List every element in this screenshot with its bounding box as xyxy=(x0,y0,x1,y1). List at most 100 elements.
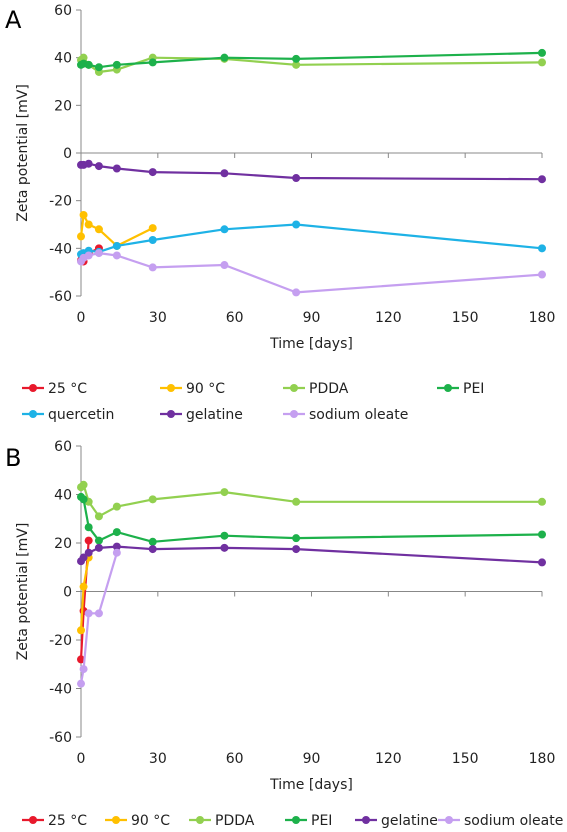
panel-letter: B xyxy=(5,444,21,472)
data-point-sodium-oleate xyxy=(292,288,301,297)
series-90-c xyxy=(77,210,157,250)
data-point-sodium-oleate xyxy=(84,609,93,618)
data-point-pdda xyxy=(148,495,157,504)
x-tick-label: 60 xyxy=(226,751,244,767)
data-point-pei xyxy=(112,60,121,69)
data-point-25-c xyxy=(84,536,93,545)
legend-item-gelatine: gelatine xyxy=(355,813,438,829)
x-tick-label: 90 xyxy=(303,751,321,767)
data-point-pei xyxy=(79,495,88,504)
data-point-gelatine xyxy=(148,168,157,177)
series-quercetin xyxy=(77,220,546,259)
legend-item-pdda: PDDA xyxy=(283,381,349,397)
legend-item-sodium-oleate: sodium oleate xyxy=(283,407,408,423)
legend-swatch-marker xyxy=(112,816,120,824)
y-tick-label: -20 xyxy=(49,194,72,210)
y-tick-label: -60 xyxy=(49,730,72,746)
y-tick-label: 40 xyxy=(54,51,72,67)
legend: 25 °C 90 °C PDDA PEI quercetin gelatine sodium… xyxy=(22,381,484,423)
series-gelatine xyxy=(77,542,546,567)
x-tick-label: 0 xyxy=(77,751,86,767)
data-point-pei xyxy=(538,530,546,539)
x-tick-label: 150 xyxy=(452,751,479,767)
series-sodium-oleate xyxy=(77,548,121,688)
data-point-sodium-oleate xyxy=(538,270,546,279)
series-line-pei xyxy=(80,496,543,543)
series-pdda xyxy=(77,53,546,76)
data-point-gelatine xyxy=(79,553,88,562)
data-point-gelatine xyxy=(538,558,546,567)
data-point-sodium-oleate xyxy=(112,548,121,557)
legend-label: 90 °C xyxy=(186,381,225,397)
data-point-gelatine xyxy=(94,162,103,171)
data-point-gelatine xyxy=(220,169,229,178)
data-point-90-c xyxy=(77,626,85,635)
data-point-pei xyxy=(84,523,93,532)
x-axis-label: Time [days] xyxy=(269,777,353,793)
y-tick-label: -20 xyxy=(49,633,72,649)
y-tick-label: 60 xyxy=(54,439,72,455)
data-point-gelatine xyxy=(148,545,157,554)
legend-label: sodium oleate xyxy=(464,813,563,829)
data-point-pdda xyxy=(292,497,301,506)
legend-swatch-marker xyxy=(29,384,37,392)
series-gelatine xyxy=(77,159,546,184)
legend-swatch-marker xyxy=(290,384,298,392)
legend-swatch-marker xyxy=(362,816,370,824)
data-point-pdda xyxy=(79,480,88,489)
data-point-gelatine xyxy=(292,174,301,183)
legend-swatch-marker xyxy=(292,816,300,824)
x-tick-label: 120 xyxy=(375,751,402,767)
legend-swatch-marker xyxy=(167,384,175,392)
data-point-90-c xyxy=(94,225,103,234)
data-point-90-c xyxy=(84,220,93,229)
panel-letter: A xyxy=(5,6,22,34)
legend-label: PDDA xyxy=(215,813,255,829)
x-tick-label: 30 xyxy=(149,310,167,326)
legend: 25 °C 90 °C PDDA PEI gelatine sodium oleate xyxy=(22,813,563,829)
data-point-gelatine xyxy=(220,543,229,552)
data-point-sodium-oleate xyxy=(220,261,229,270)
data-point-pei xyxy=(220,53,229,62)
y-tick-label: 0 xyxy=(63,585,72,601)
data-point-pdda xyxy=(94,512,103,521)
data-point-gelatine xyxy=(112,542,121,551)
data-point-pdda xyxy=(220,488,229,497)
y-tick-label: -60 xyxy=(49,289,72,305)
y-tick-label: 60 xyxy=(54,3,72,19)
legend-swatch-marker xyxy=(445,816,453,824)
chart-panel-a: A -60 -40 -20 0 20 40 60 0 30 60 90 120 150 180 Time [d… xyxy=(5,3,555,423)
legend-swatch-marker xyxy=(29,410,37,418)
series-pdda xyxy=(77,480,546,521)
data-point-pei xyxy=(220,531,229,540)
legend-label: 25 °C xyxy=(48,381,87,397)
legend-item-pei: PEI xyxy=(437,381,484,397)
legend-item-pdda: PDDA xyxy=(189,813,255,829)
x-tick-label: 180 xyxy=(529,310,556,326)
legend-item-25-c: 25 °C xyxy=(22,813,87,829)
chart-panel-b: B -60 -40 -20 0 20 40 60 0 30 60 90 120 150 180 Time [d… xyxy=(5,439,563,829)
legend-label: 90 °C xyxy=(131,813,170,829)
legend-swatch-marker xyxy=(29,816,37,824)
legend-label: sodium oleate xyxy=(309,407,408,423)
legend-label: gelatine xyxy=(381,813,438,829)
legend-item-90-c: 90 °C xyxy=(105,813,170,829)
data-point-quercetin xyxy=(292,220,301,229)
data-point-sodium-oleate xyxy=(94,249,103,258)
x-tick-label: 60 xyxy=(226,310,244,326)
data-point-gelatine xyxy=(84,548,93,557)
data-point-25-c xyxy=(77,655,85,664)
legend-item-pei: PEI xyxy=(285,813,332,829)
data-point-pei xyxy=(148,537,157,546)
x-tick-label: 120 xyxy=(375,310,402,326)
data-point-sodium-oleate xyxy=(148,263,157,272)
data-point-sodium-oleate xyxy=(84,251,93,260)
legend-item-90-c: 90 °C xyxy=(160,381,225,397)
legend-label: gelatine xyxy=(186,407,243,423)
data-point-gelatine xyxy=(94,543,103,552)
data-point-quercetin xyxy=(220,225,229,234)
legend-swatch-marker xyxy=(196,816,204,824)
legend-swatch-marker xyxy=(444,384,452,392)
data-point-pdda xyxy=(112,502,121,511)
